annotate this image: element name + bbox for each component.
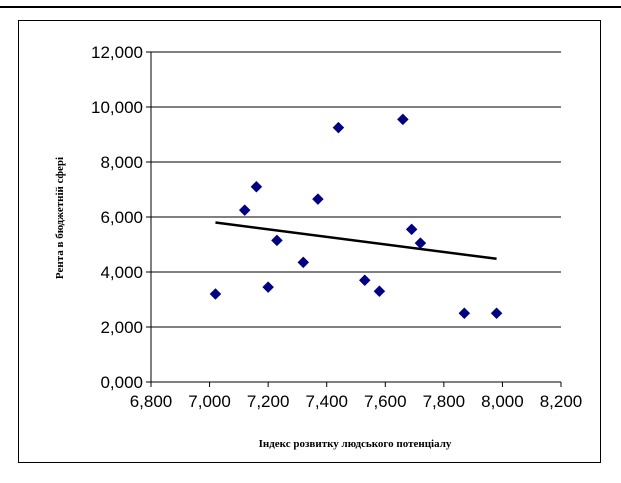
x-tick-label: 7,200 <box>247 392 290 411</box>
data-point <box>490 307 503 320</box>
data-point <box>405 223 418 236</box>
data-points <box>209 113 503 320</box>
x-tick-label: 7,400 <box>305 392 348 411</box>
x-axis-title: Індекс розвитку людського потенціалу <box>259 438 452 450</box>
data-point <box>332 121 345 134</box>
data-point <box>271 234 283 247</box>
data-point <box>358 274 371 287</box>
data-point <box>262 281 274 293</box>
data-point <box>397 113 409 126</box>
data-point <box>414 237 427 249</box>
x-tick-label: 7,000 <box>188 392 231 411</box>
data-point <box>209 288 222 300</box>
x-tick-label: 8,200 <box>540 392 583 411</box>
data-point <box>238 204 251 216</box>
x-tick-label: 7,600 <box>364 392 407 411</box>
chart-frame <box>18 20 601 463</box>
y-axis-title: Рента в бюджетній сфері <box>54 157 66 279</box>
tick-labels: 0,000 2,000 4,000 6,000 8,000 10,000 12,000 6,8… <box>91 43 582 411</box>
top-rule <box>0 6 621 8</box>
grid-lines <box>151 51 561 328</box>
y-tick-label: 10,000 <box>91 98 143 117</box>
y-tick-label: 0,000 <box>100 373 143 392</box>
data-point <box>250 180 263 193</box>
trendline-layer <box>215 221 497 261</box>
data-point <box>297 256 310 269</box>
y-tick-label: 6,000 <box>100 208 143 227</box>
x-tick-label: 8,000 <box>481 392 524 411</box>
data-point <box>312 193 324 205</box>
axes <box>146 51 562 387</box>
y-tick-label: 4,000 <box>100 263 143 282</box>
data-point <box>373 285 386 298</box>
data-point <box>458 307 471 320</box>
y-tick-label: 8,000 <box>100 153 143 172</box>
x-tick-label: 7,800 <box>423 392 466 411</box>
y-tick-label: 2,000 <box>100 318 143 337</box>
y-tick-label: 12,000 <box>91 43 143 62</box>
trendline <box>215 221 497 261</box>
x-tick-label: 6,800 <box>130 392 173 411</box>
